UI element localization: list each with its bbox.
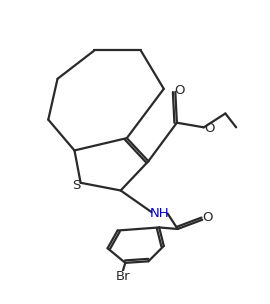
Text: S: S <box>73 179 81 192</box>
Text: Br: Br <box>116 270 130 283</box>
Text: O: O <box>174 84 184 97</box>
Text: NH: NH <box>149 207 169 220</box>
Text: O: O <box>204 122 214 135</box>
Text: O: O <box>202 211 213 224</box>
